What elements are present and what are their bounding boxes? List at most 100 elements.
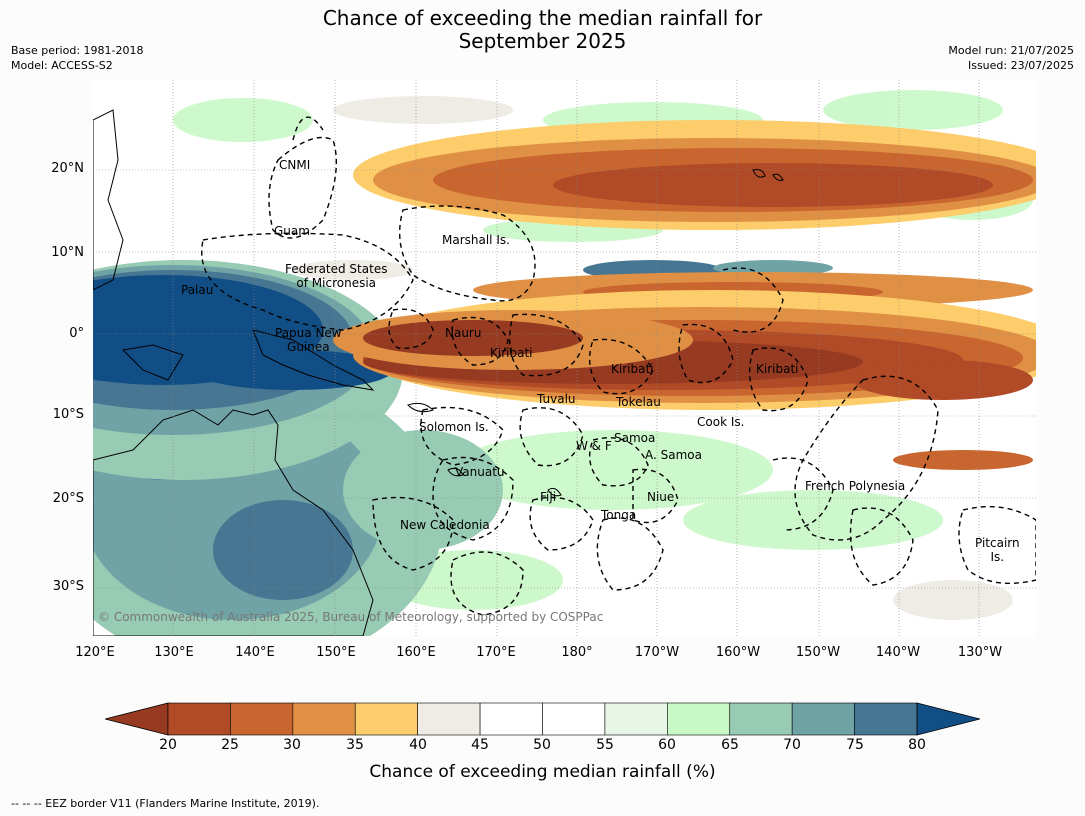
lat-label-20s: 20°S xyxy=(52,491,84,506)
title-line-2: September 2025 xyxy=(458,29,627,53)
colorbar-tick-45: 45 xyxy=(471,737,489,753)
colorbar-bin-35 xyxy=(354,702,418,736)
title-line-1: Chance of exceeding the median rainfall … xyxy=(322,6,763,30)
label-nauru: Nauru xyxy=(445,326,482,340)
label-fsm: Federated States of Micronesia xyxy=(285,262,387,290)
colorbar-tick-50: 50 xyxy=(533,737,551,753)
colorbar-bin-30 xyxy=(292,702,356,736)
colorbar-bin-25 xyxy=(230,702,294,736)
label-pitcairn-line-2: Is. xyxy=(990,550,1005,564)
label-american-samoa: A. Samoa xyxy=(645,448,702,462)
label-french-polynesia: French Polynesia xyxy=(805,479,906,493)
label-fsm-line-1: Federated States xyxy=(285,262,388,276)
colorbar-bin-75 xyxy=(854,702,918,736)
colorbar-tick-30: 30 xyxy=(283,737,301,753)
label-cook-islands: Cook Is. xyxy=(697,415,745,429)
label-palau: Palau xyxy=(181,283,214,297)
eez-footnote: -- -- -- EEZ border V11 (Flanders Marine… xyxy=(11,797,320,810)
colorbar-tick-20: 20 xyxy=(159,737,177,753)
rainfall-map: © Commonwealth of Australia 2025, Bureau… xyxy=(93,80,1036,636)
lat-label-10n: 10°N xyxy=(51,245,84,260)
colorbar-over-triangle xyxy=(916,702,980,736)
lon-label-140e: 140°E xyxy=(235,645,275,660)
colorbar-bin-20 xyxy=(167,702,231,736)
label-fiji: Fiji xyxy=(540,490,557,504)
lat-label-0: 0° xyxy=(69,326,84,341)
map-canvas xyxy=(93,80,1036,636)
colorbar-tick-25: 25 xyxy=(221,737,239,753)
colorbar-bin-55 xyxy=(604,702,668,736)
map-title: Chance of exceeding the median rainfall … xyxy=(0,7,1085,53)
issued-date: Issued: 23/07/2025 xyxy=(967,59,1074,72)
lon-label-170e: 170°E xyxy=(476,645,516,660)
colorbar-tick-40: 40 xyxy=(409,737,427,753)
label-new-caledonia: New Caledonia xyxy=(400,518,490,532)
colorbar-bin-40 xyxy=(417,702,481,736)
lon-label-160w: 160°W xyxy=(715,645,761,660)
label-kiribati-central: Kiribati xyxy=(611,362,654,376)
colorbar-under-triangle xyxy=(105,702,169,736)
philippines-coast xyxy=(93,109,124,291)
colorbar-bins xyxy=(167,702,918,736)
lon-label-170w: 170°W xyxy=(634,645,680,660)
lon-label-120e: 120°E xyxy=(75,645,115,660)
label-cnmi: CNMI xyxy=(279,158,311,172)
colorbar-tick-70: 70 xyxy=(783,737,801,753)
lat-label-10s: 10°S xyxy=(52,407,84,422)
eez-borders xyxy=(201,116,1036,616)
lon-label-160e: 160°E xyxy=(396,645,436,660)
label-vanuatu: Vanuatu xyxy=(455,465,505,479)
lat-label-30s: 30°S xyxy=(52,579,84,594)
lon-label-140w: 140°W xyxy=(875,645,921,660)
colorbar-label: Chance of exceeding median rainfall (%) xyxy=(369,762,716,782)
metadata-left: Base period: 1981-2018 Model: ACCESS-S2 xyxy=(11,43,143,73)
label-fsm-line-2: of Micronesia xyxy=(296,276,377,290)
colorbar-bin-50 xyxy=(542,702,606,736)
label-marshall-islands: Marshall Is. xyxy=(442,233,510,247)
label-kiribati-west: Kiribati xyxy=(490,346,533,360)
land-masses xyxy=(93,109,375,636)
west-pacific-wet-region xyxy=(93,260,833,480)
lon-label-130e: 130°E xyxy=(154,645,194,660)
lat-label-20n: 20°N xyxy=(51,161,84,176)
label-tonga: Tonga xyxy=(601,508,637,522)
label-png-line-1: Papua New xyxy=(275,326,342,340)
colorbar-bin-45 xyxy=(479,702,543,736)
sulawesi-coast xyxy=(121,344,184,381)
copyright-notice: © Commonwealth of Australia 2025, Bureau… xyxy=(98,610,604,624)
label-pitcairn-line-1: Pitcairn xyxy=(975,536,1020,550)
lon-label-150w: 150°W xyxy=(795,645,841,660)
colorbar-bin-60 xyxy=(667,702,731,736)
label-niue: Niue xyxy=(647,490,675,504)
graticule xyxy=(93,80,1036,636)
northern-dry-band xyxy=(353,120,1036,308)
colorbar-tick-55: 55 xyxy=(596,737,614,753)
new-guinea-coast xyxy=(252,329,375,391)
label-tuvalu: Tuvalu xyxy=(537,392,576,406)
label-solomon-islands: Solomon Is. xyxy=(419,420,489,434)
colorbar xyxy=(105,702,980,736)
label-png-line-2: Guinea xyxy=(287,340,330,354)
colorbar-tick-75: 75 xyxy=(846,737,864,753)
australia-coast xyxy=(93,409,374,636)
model-name: Model: ACCESS-S2 xyxy=(11,59,113,72)
model-run: Model run: 21/07/2025 xyxy=(948,44,1074,57)
colorbar-bin-70 xyxy=(791,702,855,736)
label-samoa: Samoa xyxy=(614,431,656,445)
label-kiribati-east: Kiribati xyxy=(756,362,799,376)
islands xyxy=(407,169,784,497)
base-period: Base period: 1981-2018 xyxy=(11,44,144,57)
colorbar-tick-60: 60 xyxy=(658,737,676,753)
colorbar-bin-65 xyxy=(729,702,793,736)
lon-label-180: 180° xyxy=(561,645,593,660)
lon-label-130w: 130°W xyxy=(957,645,1003,660)
lon-label-150e: 150°E xyxy=(316,645,356,660)
colorbar-tick-80: 80 xyxy=(908,737,926,753)
label-tokelau: Tokelau xyxy=(616,395,661,409)
label-wallis-futuna: W & F xyxy=(576,439,612,453)
label-pitcairn: Pitcairn Is. xyxy=(975,536,1020,564)
colorbar-tick-65: 65 xyxy=(721,737,739,753)
label-guam: Guam xyxy=(274,224,310,238)
colorbar-tick-35: 35 xyxy=(346,737,364,753)
label-png: Papua New Guinea xyxy=(275,326,342,354)
